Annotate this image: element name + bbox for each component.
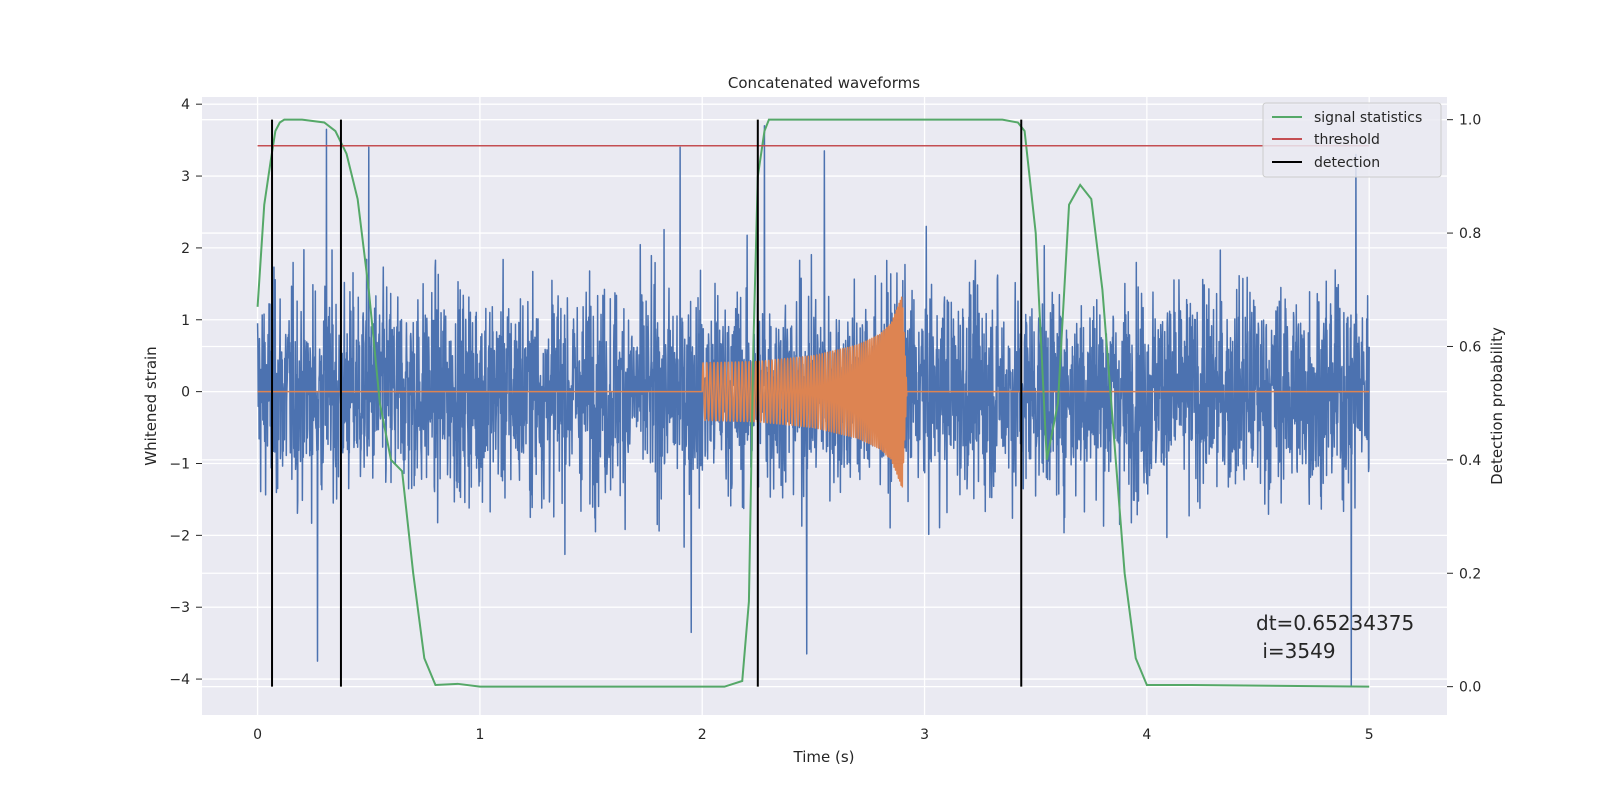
x-tick-label: 0 [253,727,262,743]
y-tick-label: −4 [169,672,190,688]
y-axis-title: Whitened strain [142,346,160,465]
y-tick-label: −3 [169,600,190,616]
y-tick-label: 0 [181,385,190,401]
right-y-tick-label: 0.6 [1459,339,1481,355]
right-y-tick-label: 0.0 [1459,680,1481,696]
y-tick-label: −1 [169,456,190,472]
legend-label-signal-statistics: signal statistics [1314,110,1422,126]
annotation-dt: dt=0.65234375 [1256,611,1414,635]
x-axis-title: Time (s) [793,748,855,766]
y-tick-label: 1 [181,313,190,329]
annotation-text: dt=0.65234375 i=3549 [1256,611,1414,663]
right-y-tick-label: 0.4 [1459,453,1481,469]
x-tick-label: 5 [1365,727,1374,743]
x-tick-label: 4 [1142,727,1151,743]
right-y-tick-label: 0.8 [1459,226,1481,242]
x-tick-label: 2 [698,727,707,743]
x-tick-label: 3 [920,727,929,743]
annotation-index: i=3549 [1256,639,1336,663]
injected-waveform-series [257,296,1370,488]
axis-ticks: 0 1 2 3 4 5 4 3 2 1 0 −1 −2 −3 −4 1.0 0.8 0.6 0.4 0.2 0.0 [169,97,1481,743]
right-y-axis-title: Detection probability [1488,327,1506,485]
y-tick-label: 3 [181,169,190,185]
legend-label-threshold: threshold [1314,132,1380,148]
x-tick-label: 1 [475,727,484,743]
chart-title: Concatenated waveforms [728,74,920,92]
y-tick-label: 2 [181,241,190,257]
signal-statistics-series [256,118,1370,688]
y-tick-label: −2 [169,528,190,544]
legend-label-detection: detection [1314,155,1380,171]
right-y-tick-label: 0.2 [1459,566,1481,582]
y-tick-label: 4 [181,97,190,113]
plot-content [256,118,1370,688]
legend: signal statistics threshold detection [1262,102,1442,178]
detection-series [271,119,1023,687]
right-y-tick-label: 1.0 [1459,113,1481,129]
legend-box [1262,102,1442,178]
